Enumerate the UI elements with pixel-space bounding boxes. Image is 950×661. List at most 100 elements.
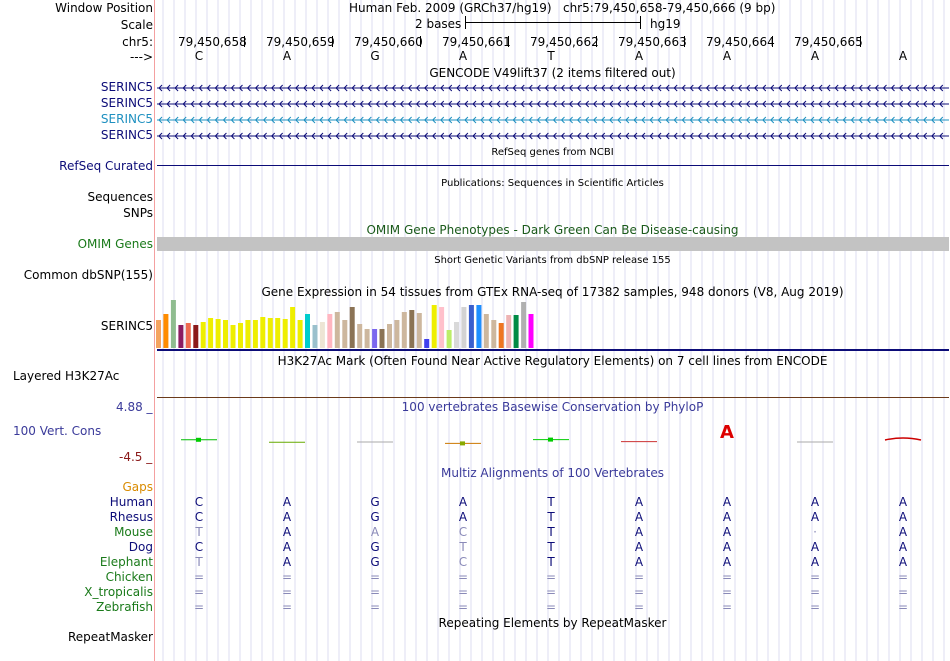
species-label[interactable]: Dog (128, 540, 153, 554)
gtex-tissue-bar[interactable] (208, 318, 214, 348)
gencode-transcripts[interactable] (157, 80, 949, 144)
sequences-label[interactable]: Sequences (87, 190, 153, 204)
alignment-base: = (545, 585, 557, 599)
gtex-tissue-bar[interactable] (409, 310, 415, 348)
gtex-tissue-bar[interactable] (364, 329, 370, 348)
gtex-tissue-bar[interactable] (275, 318, 281, 348)
phylop-label[interactable]: 100 Vert. Cons (13, 424, 102, 438)
alignment-base: = (457, 585, 469, 599)
phylop-score-mark[interactable] (884, 437, 922, 441)
refseq-label[interactable]: RefSeq Curated (59, 159, 153, 173)
gtex-tissue-bar[interactable] (185, 323, 191, 348)
gtex-tissue-bar[interactable] (513, 315, 519, 348)
gtex-tissue-bar[interactable] (468, 305, 474, 348)
gtex-tissue-bar[interactable] (193, 325, 199, 348)
gtex-tissue-bar[interactable] (297, 320, 303, 348)
gtex-tissue-bar[interactable] (290, 307, 296, 348)
gtex-tissue-bar[interactable] (267, 318, 273, 348)
snps-label[interactable]: SNPs (123, 206, 153, 220)
gtex-tissue-bar[interactable] (454, 322, 459, 348)
h3k27ac-label[interactable]: Layered H3K27Ac (13, 369, 120, 383)
gtex-tissue-bar[interactable] (260, 317, 266, 348)
species-label[interactable]: Human (109, 495, 153, 509)
scale-bar-right-tick (640, 16, 641, 29)
gtex-tissue-bar[interactable] (424, 339, 430, 348)
gtex-tissue-bar[interactable] (245, 320, 251, 348)
gaps-label[interactable]: Gaps (122, 480, 153, 494)
gtex-tissue-bar[interactable] (170, 300, 176, 348)
gtex-tissue-bar[interactable] (431, 305, 437, 348)
gtex-tissue-bar[interactable] (334, 312, 340, 348)
dbsnp-label[interactable]: Common dbSNP(155) (23, 268, 153, 282)
gtex-tissue-bar[interactable] (327, 314, 333, 348)
gtex-tissue-bar[interactable] (379, 329, 385, 348)
gtex-tissue-bar[interactable] (483, 314, 489, 348)
gtex-tissue-bar[interactable] (416, 313, 422, 348)
gtex-tissue-bar[interactable] (446, 330, 452, 348)
gtex-bar-chart[interactable] (155, 298, 555, 350)
alignment-base: G (370, 495, 380, 509)
alignment-base: A (458, 510, 468, 524)
species-label[interactable]: Chicken (105, 570, 153, 584)
alignment-base: C (194, 510, 204, 524)
gtex-tissue-bar[interactable] (312, 325, 318, 348)
species-label[interactable]: X_tropicalis (84, 585, 153, 599)
species-label[interactable]: Rhesus (109, 510, 153, 524)
gencode-gene-label-4[interactable]: SERINC5 (100, 128, 153, 142)
gtex-tissue-bar[interactable] (521, 302, 527, 348)
gtex-tissue-bar[interactable] (223, 320, 228, 348)
position-tick (508, 36, 509, 47)
gencode-gene-label-3[interactable]: SERINC5 (100, 112, 153, 126)
reference-base: A (810, 49, 820, 63)
gencode-gene-label-2[interactable]: SERINC5 (100, 96, 153, 110)
refseq-intron-line[interactable] (157, 165, 949, 166)
gtex-tissue-bar[interactable] (319, 322, 325, 348)
gtex-tissue-bar[interactable] (178, 325, 184, 348)
gtex-tissue-bar[interactable] (349, 307, 355, 348)
alignment-base: A (898, 540, 908, 554)
position-tick-label: 79,450,665 (794, 35, 863, 49)
repeatmasker-label[interactable]: RepeatMasker (67, 630, 153, 644)
omim-gene-bar[interactable] (157, 237, 949, 251)
assembly-name: Human Feb. 2009 (GRCh37/hg19) (349, 1, 552, 15)
alignment-base: A (898, 495, 908, 509)
alignment-base: A (282, 555, 292, 569)
gtex-tissue-bar[interactable] (215, 319, 221, 348)
gtex-tissue-bar[interactable] (491, 320, 497, 348)
gtex-tissue-bar[interactable] (476, 305, 482, 348)
gtex-tissue-bar[interactable] (528, 314, 534, 348)
gtex-tissue-bar[interactable] (252, 320, 258, 348)
repeatmasker-track-title: Repeating Elements by RepeatMasker (438, 616, 667, 630)
species-label[interactable]: Mouse (114, 525, 153, 539)
gtex-tissue-bar[interactable] (401, 312, 407, 348)
alignment-base: G (370, 510, 380, 524)
alignment-base: = (369, 600, 381, 614)
omim-label[interactable]: OMIM Genes (77, 237, 153, 251)
gtex-gene-label[interactable]: SERINC5 (100, 319, 153, 333)
gtex-tissue-bar[interactable] (200, 322, 206, 348)
gtex-tissue-bar[interactable] (461, 307, 467, 348)
gtex-tissue-bar[interactable] (394, 320, 400, 348)
gtex-tissue-bar[interactable] (163, 314, 169, 348)
gencode-gene-label-1[interactable]: SERINC5 (100, 80, 153, 94)
gtex-tissue-bar[interactable] (238, 323, 243, 348)
gtex-tissue-bar[interactable] (342, 320, 348, 348)
gtex-tissue-bar[interactable] (498, 323, 504, 348)
species-label[interactable]: Zebrafish (96, 600, 153, 614)
gtex-tissue-bar[interactable] (156, 320, 161, 348)
gtex-tissue-bar[interactable] (506, 315, 512, 348)
gtex-tissue-bar[interactable] (282, 319, 288, 348)
gtex-tissue-bar[interactable] (357, 324, 363, 348)
multiz-track-title: Multiz Alignments of 100 Vertebrates (440, 466, 665, 480)
label-divider (154, 0, 155, 661)
phylop-graph[interactable]: A (155, 414, 950, 464)
position-tick-label: 79,450,658 (178, 35, 247, 49)
gtex-tissue-bar[interactable] (230, 325, 236, 348)
species-label[interactable]: Elephant (99, 555, 153, 569)
gtex-tissue-bar[interactable] (387, 324, 392, 348)
gtex-tissue-bar[interactable] (372, 329, 378, 348)
gtex-tissue-bar[interactable] (305, 314, 310, 348)
phylop-peak[interactable]: A (720, 422, 734, 443)
gtex-tissue-bar[interactable] (439, 307, 445, 348)
